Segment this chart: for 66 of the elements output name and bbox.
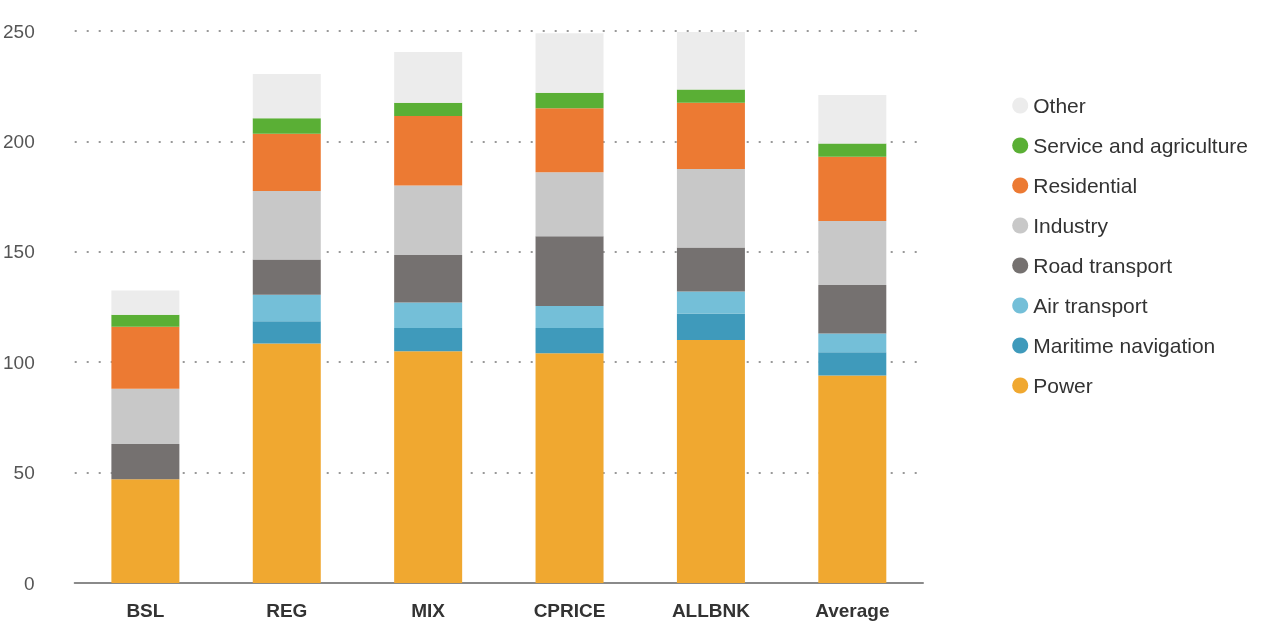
legend-label: Road transport bbox=[1033, 254, 1173, 277]
bar bbox=[394, 351, 463, 583]
bar bbox=[818, 352, 887, 376]
bar bbox=[252, 321, 321, 344]
x-tick-label: CPRICE bbox=[533, 600, 606, 621]
bar bbox=[252, 74, 321, 119]
bar bbox=[676, 247, 745, 292]
bar bbox=[394, 255, 463, 303]
bar bbox=[111, 314, 180, 327]
bar bbox=[394, 102, 463, 117]
x-tick-label: Average bbox=[815, 600, 890, 621]
bar bbox=[111, 443, 180, 480]
x-tick-label: ALLBNK bbox=[671, 600, 751, 621]
bar bbox=[676, 313, 745, 341]
bar bbox=[535, 327, 604, 354]
bar bbox=[818, 95, 887, 144]
bar bbox=[676, 291, 745, 314]
bar bbox=[252, 259, 321, 295]
y-tick-label: 250 bbox=[3, 20, 35, 42]
y-tick-label: 100 bbox=[3, 351, 35, 373]
bar bbox=[111, 388, 180, 444]
bar bbox=[111, 479, 180, 583]
bar bbox=[535, 108, 604, 173]
x-tick-label: MIX bbox=[411, 600, 446, 621]
legend-label: Other bbox=[1033, 94, 1086, 117]
bar bbox=[252, 133, 321, 192]
bar bbox=[818, 375, 887, 583]
legend-label: Power bbox=[1033, 374, 1093, 397]
legend-label: Industry bbox=[1033, 214, 1109, 237]
bar bbox=[535, 92, 604, 109]
bar bbox=[252, 118, 321, 134]
bar bbox=[535, 305, 604, 328]
bar bbox=[535, 172, 604, 237]
bar bbox=[676, 32, 745, 90]
bar bbox=[394, 302, 463, 328]
bar bbox=[818, 220, 887, 285]
bar bbox=[676, 340, 745, 583]
bar bbox=[676, 169, 745, 248]
y-tick-label: 50 bbox=[13, 462, 35, 484]
bar bbox=[818, 333, 887, 353]
y-tick-label: 0 bbox=[24, 572, 35, 594]
x-tick-label: REG bbox=[266, 600, 308, 621]
bar bbox=[818, 143, 887, 157]
bar bbox=[394, 51, 463, 103]
bar bbox=[394, 116, 463, 186]
bar bbox=[394, 327, 463, 352]
y-tick-label: 200 bbox=[3, 130, 35, 152]
bar bbox=[535, 33, 604, 93]
bar bbox=[818, 156, 887, 221]
legend-label: Maritime navigation bbox=[1033, 334, 1216, 357]
bar bbox=[535, 236, 604, 306]
x-tick-label: BSL bbox=[126, 600, 165, 621]
bar bbox=[252, 294, 321, 322]
legend-label: Residential bbox=[1033, 174, 1138, 197]
bar bbox=[676, 89, 745, 103]
bar bbox=[252, 343, 321, 583]
bar bbox=[818, 284, 887, 334]
legend-label: Service and agriculture bbox=[1033, 134, 1248, 157]
bar bbox=[394, 185, 463, 256]
legend-label: Air transport bbox=[1033, 294, 1148, 317]
y-tick-label: 150 bbox=[3, 241, 35, 263]
bar bbox=[111, 290, 180, 315]
bar bbox=[535, 353, 604, 583]
bar bbox=[252, 191, 321, 260]
bar bbox=[676, 102, 745, 169]
bar bbox=[111, 326, 180, 389]
